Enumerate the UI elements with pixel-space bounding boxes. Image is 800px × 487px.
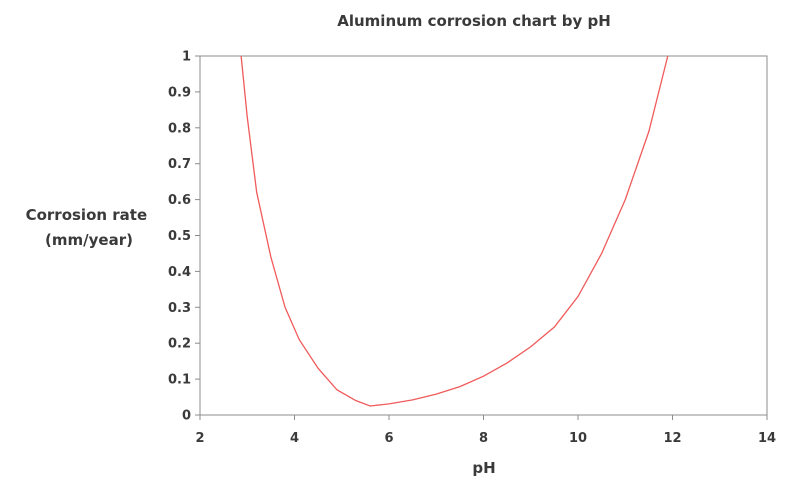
x-tick-label: 6	[384, 431, 393, 446]
x-tick-label: 4	[290, 431, 299, 446]
x-tick-label: 2	[195, 431, 204, 446]
plot-border	[199, 55, 768, 416]
x-axis-ticks: 2 4 6 8 10 12 14	[195, 415, 776, 446]
plot-area: 0 0.1 0.2 0.3 0.4 0.5 0.6 0.7 0.8 0.9 1 2 4 6 8 10 12 14	[168, 50, 776, 447]
y-tick-label: 0.9	[168, 85, 191, 100]
y-tick-label: 0.5	[168, 229, 191, 244]
y-tick-label: 0.6	[168, 193, 191, 208]
y-tick-label: 0.7	[168, 157, 191, 172]
y-tick-label: 0.3	[168, 301, 191, 316]
x-axis-title: pH	[472, 459, 495, 477]
chart-title: Aluminum corrosion chart by pH	[337, 12, 611, 30]
x-tick-label: 10	[569, 431, 587, 446]
y-tick-label: 0	[182, 409, 191, 424]
x-tick-label: 14	[758, 431, 776, 446]
y-tick-label: 0.1	[168, 373, 191, 388]
y-axis-title-line-2: (mm/year)	[45, 231, 133, 249]
y-tick-label: 0.2	[168, 337, 191, 352]
y-axis-title: Corrosion rate (mm/year)	[26, 206, 153, 249]
series-line	[240, 55, 669, 407]
y-tick-label: 0.4	[168, 265, 191, 280]
y-tick-label: 0.8	[168, 121, 191, 136]
x-tick-label: 12	[663, 431, 681, 446]
y-tick-label: 1	[182, 50, 191, 65]
x-tick-label: 8	[479, 431, 488, 446]
y-axis-ticks: 0 0.1 0.2 0.3 0.4 0.5 0.6 0.7 0.8 0.9 1	[168, 50, 200, 424]
y-axis-title-line-1: Corrosion rate	[26, 206, 148, 224]
